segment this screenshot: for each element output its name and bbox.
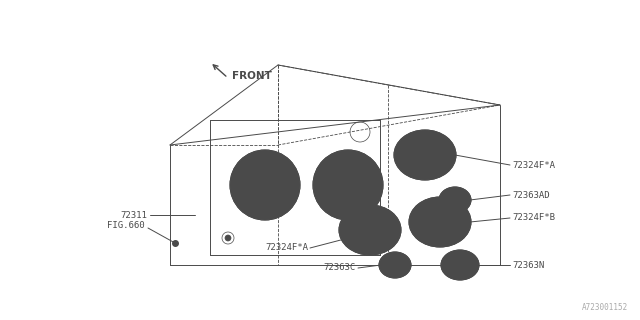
Ellipse shape [230,150,300,220]
Text: FIG.660: FIG.660 [108,221,145,230]
Text: 72324F*B: 72324F*B [512,213,555,222]
Ellipse shape [447,255,473,275]
Ellipse shape [394,130,456,180]
Text: A723001152: A723001152 [582,303,628,312]
Ellipse shape [410,143,440,167]
Text: FRONT: FRONT [232,71,272,81]
Ellipse shape [425,210,455,234]
Text: 72324F*A: 72324F*A [512,161,555,170]
Text: 72363C: 72363C [324,263,356,273]
Ellipse shape [313,150,383,220]
Ellipse shape [439,187,471,213]
Text: 72311: 72311 [120,211,147,220]
Ellipse shape [409,197,471,247]
Ellipse shape [384,257,406,274]
Text: 72324F*A: 72324F*A [265,244,308,252]
Text: 72363N: 72363N [512,260,544,269]
Text: 72363AD: 72363AD [512,190,550,199]
Ellipse shape [444,191,466,209]
Ellipse shape [379,252,411,278]
Ellipse shape [339,205,401,255]
Ellipse shape [355,218,385,242]
Ellipse shape [441,250,479,280]
Ellipse shape [225,235,231,241]
